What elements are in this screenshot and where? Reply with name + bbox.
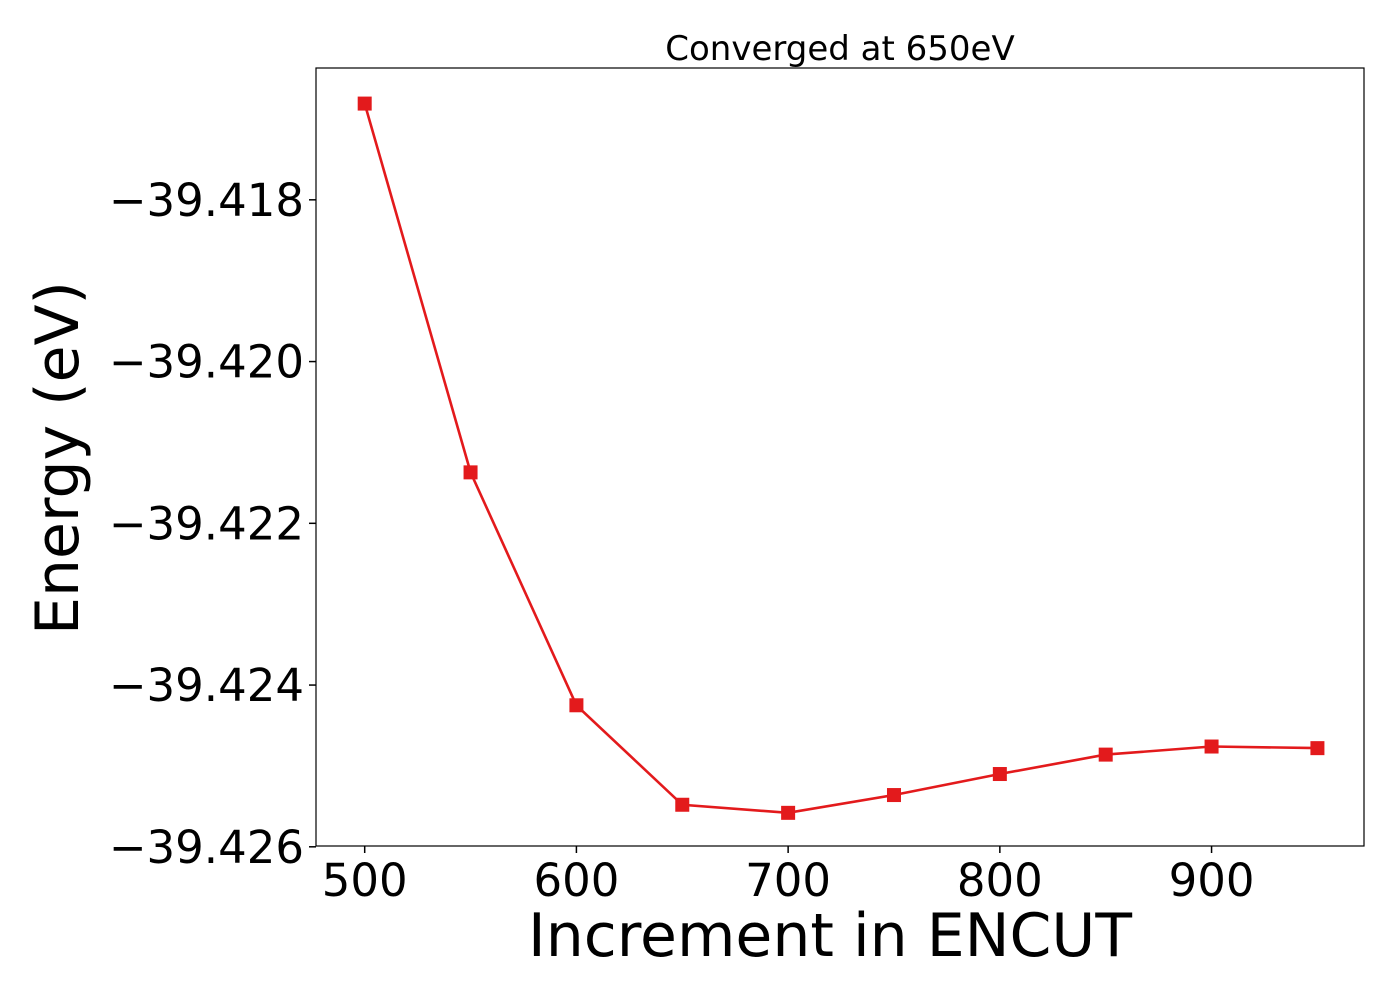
data-point-marker xyxy=(463,465,478,480)
plot-area-frame xyxy=(315,67,1365,847)
x-axis: 500 600 700 800 900 xyxy=(322,846,1255,907)
y-tick-label: −39.424 xyxy=(109,659,304,712)
data-point-marker xyxy=(1310,741,1325,756)
y-axis: −39.418 −39.420 −39.422 −39.424 −39.426 xyxy=(109,174,316,874)
data-point-marker xyxy=(1204,739,1219,754)
data-point-marker xyxy=(992,767,1007,782)
y-tick-label: −39.426 xyxy=(109,821,304,874)
x-axis-label: Increment in ENCUT xyxy=(528,901,1132,971)
data-point-marker xyxy=(357,96,372,111)
y-tick-label: −39.422 xyxy=(109,497,304,550)
x-tick-label: 900 xyxy=(1169,854,1255,907)
chart-title: Converged at 650eV xyxy=(665,29,1014,69)
x-tick-label: 500 xyxy=(322,854,408,907)
series-layer xyxy=(357,96,1325,820)
x-tick-label: 800 xyxy=(957,854,1043,907)
x-tick-label: 700 xyxy=(745,854,831,907)
y-tick-label: −39.420 xyxy=(109,336,304,389)
x-tick-label: 600 xyxy=(533,854,619,907)
data-point-marker xyxy=(675,797,690,812)
data-point-marker xyxy=(781,805,796,820)
y-axis-label: Energy (eV) xyxy=(23,281,93,635)
data-point-marker xyxy=(569,698,584,713)
data-point-marker xyxy=(886,788,901,803)
y-tick-label: −39.418 xyxy=(109,174,304,227)
series-line xyxy=(363,103,1318,815)
data-point-marker xyxy=(1098,747,1113,762)
